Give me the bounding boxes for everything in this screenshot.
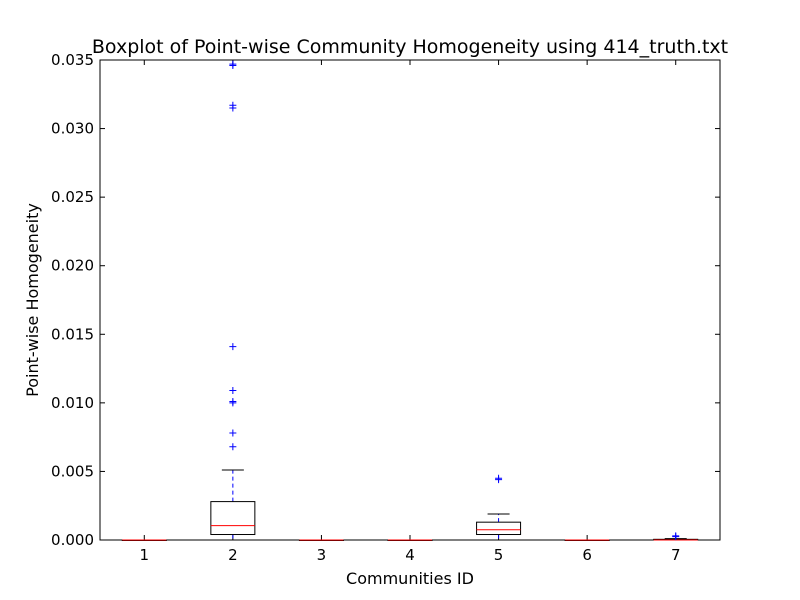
y-tick-label: 0.000 — [51, 531, 94, 549]
flier-point — [229, 387, 237, 395]
x-tick-label: 4 — [405, 546, 415, 564]
y-tick-label: 0.010 — [51, 394, 94, 412]
flier-point — [229, 104, 237, 112]
flier-point — [229, 61, 237, 69]
box — [476, 521, 522, 536]
x-tick-label: 5 — [494, 546, 504, 564]
flier-point — [672, 533, 680, 541]
flier-point — [229, 343, 237, 351]
y-tick-label: 0.015 — [51, 325, 94, 343]
y-tick-label: 0.005 — [51, 462, 94, 480]
flier-point — [229, 399, 237, 407]
plot-area: 0.000 0.005 0.010 0.015 0.020 0.025 0.030 0.035… — [51, 51, 721, 564]
x-axis-title: Communities ID — [346, 569, 474, 588]
y-tick-label: 0.030 — [51, 120, 94, 138]
x-tick-label: 7 — [671, 546, 681, 564]
y-tick-label: 0.035 — [51, 51, 94, 69]
x-tick-label: 1 — [140, 546, 150, 564]
chart-title: Boxplot of Point-wise Community Homogene… — [92, 36, 728, 58]
box — [210, 501, 256, 536]
x-tick-label: 2 — [228, 546, 238, 564]
y-tick-label: 0.020 — [51, 257, 94, 275]
flier-point — [495, 476, 503, 484]
x-tick-label: 3 — [317, 546, 327, 564]
flier-point — [229, 443, 237, 451]
flier-point — [229, 429, 237, 437]
y-tick-label: 0.025 — [51, 188, 94, 206]
x-tick-label: 6 — [582, 546, 592, 564]
y-axis-title: Point-wise Homogeneity — [23, 203, 42, 397]
